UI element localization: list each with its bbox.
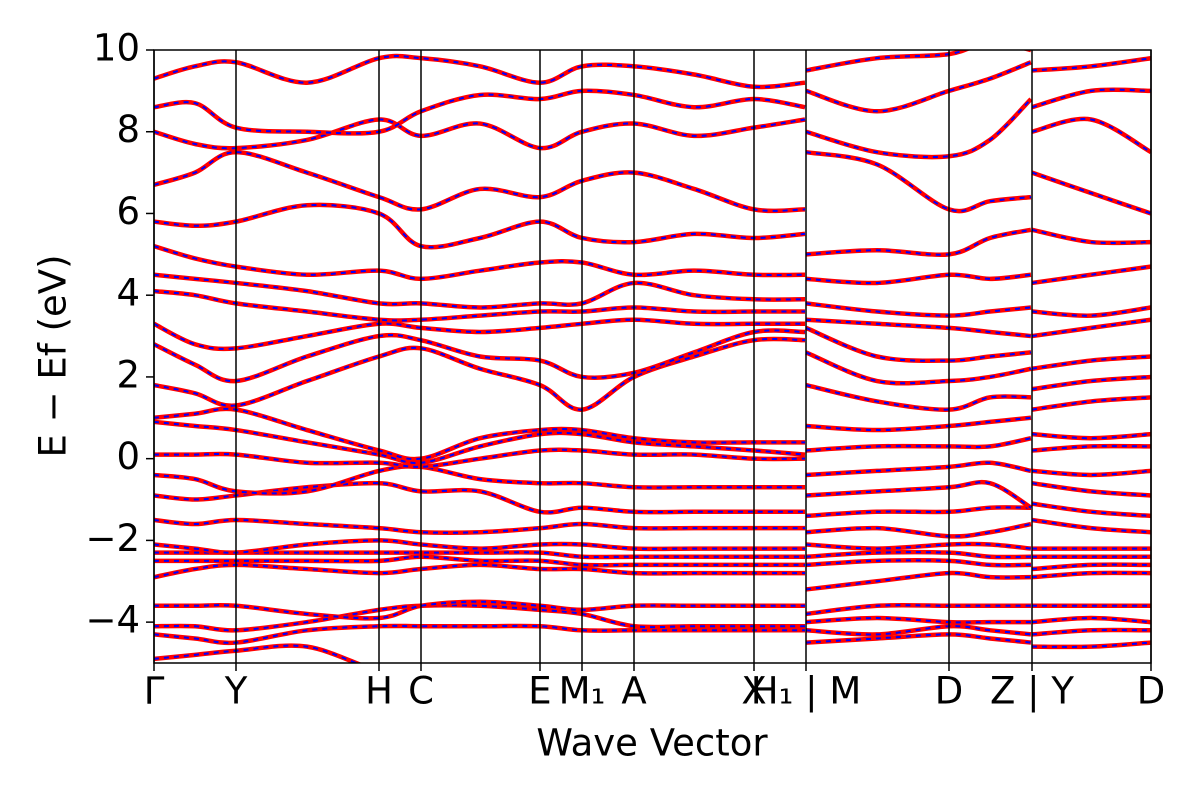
band-line [154,272,806,310]
band-line-dashed [1031,375,1151,391]
band-line-dashed [154,89,806,135]
band-line-dashed [1031,228,1151,244]
band-line-dashed [154,151,806,212]
band-line-dashed [1031,57,1151,72]
band-line-dashed [1031,563,1151,571]
band-line [805,149,1032,214]
x-tick-label: Z | Y [990,670,1074,713]
band-line-dashed [1031,518,1151,534]
band-line-dashed [805,228,1032,256]
bands [154,50,1151,663]
y-tick-label: 10 [93,27,140,70]
x-tick-label: M₁ [559,670,606,713]
band-line-dashed [154,318,805,350]
y-tick-label: −2 [85,517,140,560]
band-line [154,244,806,282]
band-line [805,382,1032,412]
x-tick-label: Y [224,670,248,713]
band-line-dashed [1031,629,1151,636]
band-line-dashed [1031,117,1151,154]
y-axis-label: E − Ef (eV) [32,254,75,457]
x-tick-label: H₁ | M [751,670,862,713]
band-line-dashed [1031,171,1151,215]
band-line [154,53,806,90]
x-tick-label: C [408,670,434,713]
x-tick-label: D [935,670,964,713]
band-line [154,447,806,470]
band-line-dashed [1031,306,1151,317]
band-line-dashed [805,151,1032,212]
band-line-dashed [1031,571,1151,579]
x-tick-label: A [621,670,646,713]
band-line-dashed [805,61,1032,113]
x-axis-label: Wave Vector [536,722,768,765]
y-tick-label: 8 [116,108,140,151]
band-line [154,517,805,535]
band-line [805,97,1033,160]
band-line-dashed [805,98,1032,159]
x-tick-label: D [1137,670,1166,713]
band-line-dashed [154,329,806,383]
band-line-dashed [1031,433,1151,440]
y-tick-label: −4 [85,599,140,642]
band-line-dashed [154,55,806,89]
band-line-dashed [154,273,806,309]
band-line-dashed [1031,396,1151,411]
band-line-dashed [1031,445,1151,452]
band-line-dashed [1031,318,1151,338]
band-line [154,88,806,136]
band-line [1031,305,1151,318]
band-line-dashed [1031,265,1151,284]
band-line-dashed [1031,355,1151,370]
y-tick-label: 4 [116,272,140,315]
x-tick-label: H [365,670,393,713]
band-line [1031,227,1151,246]
band-line [1031,87,1151,110]
y-tick-label: 6 [116,190,140,233]
band-line-dashed [154,245,806,280]
x-tick-label: Γ [144,670,165,713]
band-line-dashed [1031,641,1151,648]
y-tick-label: 2 [116,353,140,396]
band-line-dashed [805,273,1032,285]
band-line-dashed [1031,88,1151,109]
band-line-dashed [1031,482,1151,497]
band-line [805,60,1032,114]
x-tick-label: X [741,670,766,713]
band-line-dashed [1031,617,1151,624]
band-line [154,643,363,663]
band-line-dashed [805,326,1032,362]
x-tick-label: E [528,670,551,713]
band-line [154,202,806,250]
band-line [154,149,806,214]
band-line [154,117,806,151]
band-line-dashed [1031,502,1151,517]
band-line-dashed [1031,469,1151,477]
band-line-dashed [805,351,1032,385]
band-line [1031,116,1151,155]
y-tick-label: 0 [116,435,140,478]
band-line-dashed [154,337,806,411]
band-line-dashed [154,203,806,249]
